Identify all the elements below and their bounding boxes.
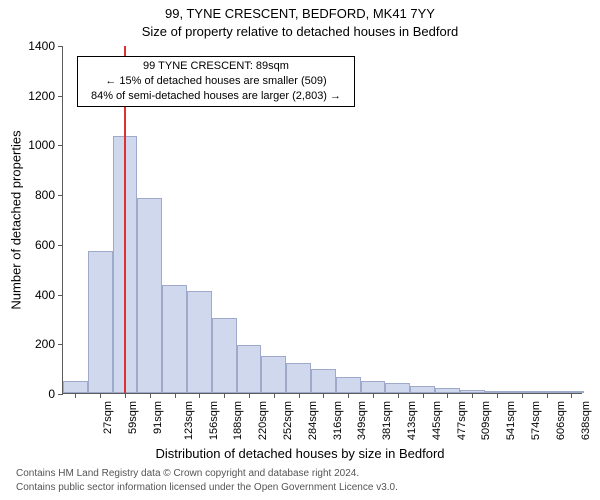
histogram-bar [286,363,311,393]
histogram-bar [137,198,162,393]
histogram-bar [361,381,386,393]
x-tick-line [547,393,548,398]
x-tick-label: 541sqm [505,401,517,440]
x-tick-line [249,393,250,398]
x-tick-line [348,393,349,398]
x-tick-line [373,393,374,398]
x-tick-line [497,393,498,398]
x-tick-line [423,393,424,398]
x-tick-line [447,393,448,398]
histogram-bar [212,318,237,393]
annotation-box: 99 TYNE CRESCENT: 89sqm ← 15% of detache… [77,56,355,107]
y-tick-label: 1000 [28,138,63,152]
x-tick-line [75,393,76,398]
x-tick-label: 220sqm [257,401,269,440]
x-tick-label: 638sqm [580,401,592,440]
y-tick-label: 400 [35,288,63,302]
x-tick-line [323,393,324,398]
x-tick-line [199,393,200,398]
histogram-bar [410,386,435,393]
x-tick-line [472,393,473,398]
x-tick-label: 445sqm [431,401,443,440]
histogram-bar [385,383,410,393]
x-tick-label: 59sqm [127,401,139,434]
x-tick-label: 284sqm [307,401,319,440]
histogram-bar [162,285,187,393]
histogram-bar [187,291,212,393]
histogram-bar [336,377,361,393]
chart-title-line1: 99, TYNE CRESCENT, BEDFORD, MK41 7YY [0,6,600,21]
x-tick-line [522,393,523,398]
footer-line-2: Contains public sector information licen… [16,481,398,495]
x-tick-label: 27sqm [102,401,114,434]
y-axis-label: Number of detached properties [9,130,24,309]
x-tick-label: 188sqm [233,401,245,440]
histogram-bar [63,381,88,393]
histogram-bar [237,345,262,393]
annot-line-2: ← 15% of detached houses are smaller (50… [84,74,348,89]
y-tick-label: 1400 [28,39,63,53]
x-axis-label: Distribution of detached houses by size … [0,446,600,461]
x-tick-label: 606sqm [555,401,567,440]
histogram-bar [88,251,113,393]
x-tick-label: 413sqm [406,401,418,440]
x-tick-line [100,393,101,398]
y-tick-label: 600 [35,238,63,252]
x-tick-label: 91sqm [152,401,164,434]
x-tick-label: 123sqm [183,401,195,440]
footer-line-1: Contains HM Land Registry data © Crown c… [16,467,398,481]
x-tick-label: 349sqm [357,401,369,440]
chart-container: 99, TYNE CRESCENT, BEDFORD, MK41 7YY Siz… [0,0,600,500]
histogram-bar [311,369,336,393]
x-tick-label: 509sqm [481,401,493,440]
footer-attribution: Contains HM Land Registry data © Crown c… [16,462,398,500]
x-tick-label: 574sqm [530,401,542,440]
chart-title-line2: Size of property relative to detached ho… [0,24,600,39]
x-tick-line [224,393,225,398]
y-tick-label: 200 [35,337,63,351]
y-tick-label: 0 [48,387,63,401]
histogram-bar [261,356,286,393]
x-tick-line [398,393,399,398]
y-tick-label: 1200 [28,89,63,103]
x-tick-line [150,393,151,398]
y-tick-label: 800 [35,188,63,202]
x-tick-label: 381sqm [381,401,393,440]
annot-line-3: 84% of semi-detached houses are larger (… [84,89,348,104]
x-tick-label: 156sqm [208,401,220,440]
x-tick-line [274,393,275,398]
x-tick-line [175,393,176,398]
x-tick-line [299,393,300,398]
annot-line-1: 99 TYNE CRESCENT: 89sqm [84,59,348,74]
plot-area: 99 TYNE CRESCENT: 89sqm ← 15% of detache… [62,46,582,394]
x-tick-label: 477sqm [456,401,468,440]
x-tick-line [125,393,126,398]
x-tick-label: 316sqm [332,401,344,440]
x-tick-line [571,393,572,398]
x-tick-label: 252sqm [282,401,294,440]
